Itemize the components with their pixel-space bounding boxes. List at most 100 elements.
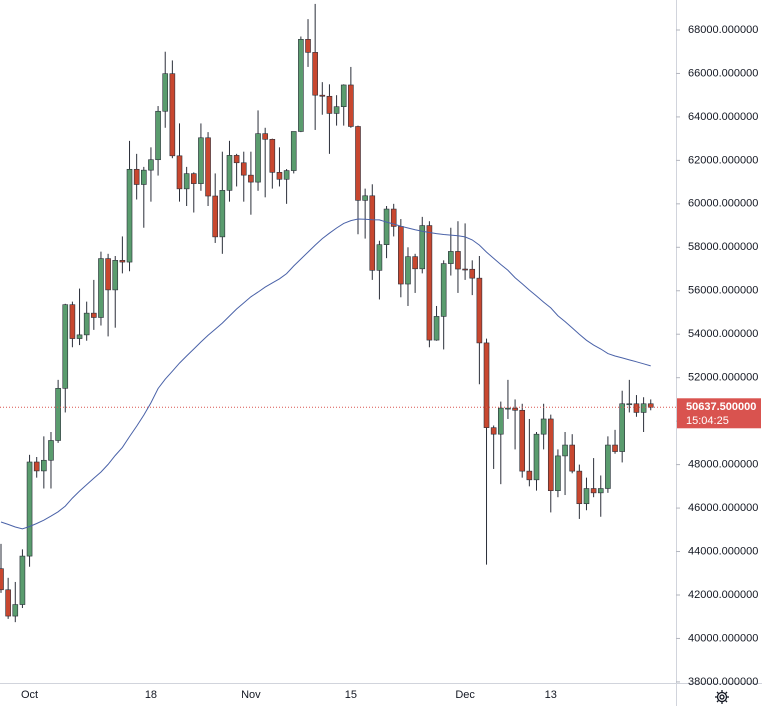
candle-body bbox=[569, 444, 576, 472]
candle-body bbox=[612, 444, 618, 452]
candle-body bbox=[469, 268, 476, 279]
candle-body bbox=[33, 461, 40, 472]
candle-body bbox=[390, 208, 397, 227]
settings-icon[interactable] bbox=[715, 690, 729, 704]
candle-body bbox=[590, 488, 597, 494]
y-tick-label: 42000.000000 bbox=[688, 589, 758, 601]
y-tick-label: 38000.000000 bbox=[688, 676, 758, 688]
candle-body bbox=[476, 277, 483, 344]
y-tick-label: 40000.000000 bbox=[688, 632, 758, 644]
y-tick-label: 46000.000000 bbox=[688, 502, 758, 514]
candle-body bbox=[55, 388, 61, 441]
y-tick-label: 62000.000000 bbox=[688, 154, 758, 166]
last-price-label: 50637.500000 bbox=[686, 401, 756, 413]
candle-body bbox=[348, 84, 354, 127]
y-tick-label: 44000.000000 bbox=[688, 545, 758, 557]
candle-body bbox=[248, 174, 254, 183]
candle-body bbox=[519, 409, 526, 472]
candle-body bbox=[605, 444, 611, 489]
candle-body bbox=[212, 195, 218, 238]
candle-body bbox=[512, 407, 518, 411]
candle-body bbox=[319, 94, 326, 97]
countdown-label: 15:04:25 bbox=[686, 415, 729, 427]
candle-body bbox=[583, 488, 590, 505]
y-tick-label: 60000.000000 bbox=[688, 198, 758, 210]
candle-body bbox=[547, 418, 554, 491]
candle-body bbox=[369, 195, 376, 271]
candle-body bbox=[162, 73, 169, 112]
candle-body bbox=[483, 342, 490, 428]
candle-body bbox=[398, 226, 404, 285]
candle-body bbox=[419, 225, 426, 270]
candle-body bbox=[76, 334, 83, 339]
candle-body bbox=[619, 403, 625, 452]
candle-body bbox=[148, 159, 154, 171]
candle-body bbox=[426, 225, 433, 341]
candle-body bbox=[355, 126, 361, 201]
candle-body bbox=[333, 106, 340, 114]
candle-body bbox=[326, 95, 333, 114]
candle-body bbox=[183, 173, 190, 190]
candle-body bbox=[169, 73, 176, 157]
candle-body bbox=[576, 470, 583, 505]
candle-body bbox=[112, 260, 119, 291]
candle-body bbox=[262, 133, 268, 140]
candle-body bbox=[5, 589, 11, 617]
candle-body bbox=[276, 172, 283, 180]
candle-body bbox=[626, 403, 633, 406]
candle-body bbox=[126, 168, 133, 263]
candle-body bbox=[640, 403, 647, 413]
y-tick-label: 48000.000000 bbox=[688, 459, 758, 471]
x-tick-label: Oct bbox=[21, 689, 38, 701]
candle-body bbox=[190, 173, 197, 184]
last-price-box bbox=[677, 398, 761, 429]
candle-body bbox=[255, 133, 261, 183]
candle-body bbox=[633, 403, 640, 413]
candle-body bbox=[305, 39, 311, 53]
candle-body bbox=[376, 244, 383, 271]
candle-body bbox=[497, 407, 504, 435]
candle-body bbox=[312, 52, 318, 96]
candle-body bbox=[405, 256, 411, 285]
candle-body bbox=[69, 304, 76, 339]
candle-body bbox=[98, 258, 104, 318]
candle-body bbox=[269, 138, 276, 173]
candle-body bbox=[298, 39, 304, 132]
candle-body bbox=[176, 155, 183, 190]
candle-body bbox=[0, 568, 4, 591]
candle-body bbox=[490, 427, 497, 435]
plot-area bbox=[0, 3, 676, 623]
candle-body bbox=[83, 312, 90, 336]
candle-body bbox=[119, 260, 126, 263]
y-tick-label: 56000.000000 bbox=[688, 285, 758, 297]
y-tick-label: 58000.000000 bbox=[688, 241, 758, 253]
candle-body bbox=[448, 251, 454, 264]
candle-body bbox=[383, 208, 390, 245]
candle-body bbox=[12, 604, 19, 617]
candle-body bbox=[48, 440, 54, 461]
candle-body bbox=[533, 433, 540, 481]
candle-body bbox=[240, 162, 247, 176]
candle-body bbox=[340, 84, 347, 107]
candle-body bbox=[455, 251, 461, 270]
y-tick-label: 54000.000000 bbox=[688, 328, 758, 340]
candle-body bbox=[62, 304, 69, 389]
candle-body bbox=[91, 312, 97, 318]
candle-body bbox=[290, 131, 297, 171]
candle-body bbox=[141, 169, 147, 185]
candle-body bbox=[226, 155, 233, 191]
x-tick-label: 13 bbox=[545, 689, 557, 701]
candle-body bbox=[155, 110, 161, 161]
candle-body bbox=[412, 256, 418, 270]
y-tick-label: 66000.000000 bbox=[688, 67, 758, 79]
candle-body bbox=[526, 470, 533, 481]
candle-body bbox=[562, 444, 568, 457]
candle-body bbox=[133, 168, 140, 185]
candle-body bbox=[597, 488, 604, 494]
x-tick-label: Nov bbox=[241, 689, 261, 701]
candle-body bbox=[555, 455, 561, 491]
candle-body bbox=[105, 258, 111, 291]
x-tick-label: 15 bbox=[345, 689, 357, 701]
